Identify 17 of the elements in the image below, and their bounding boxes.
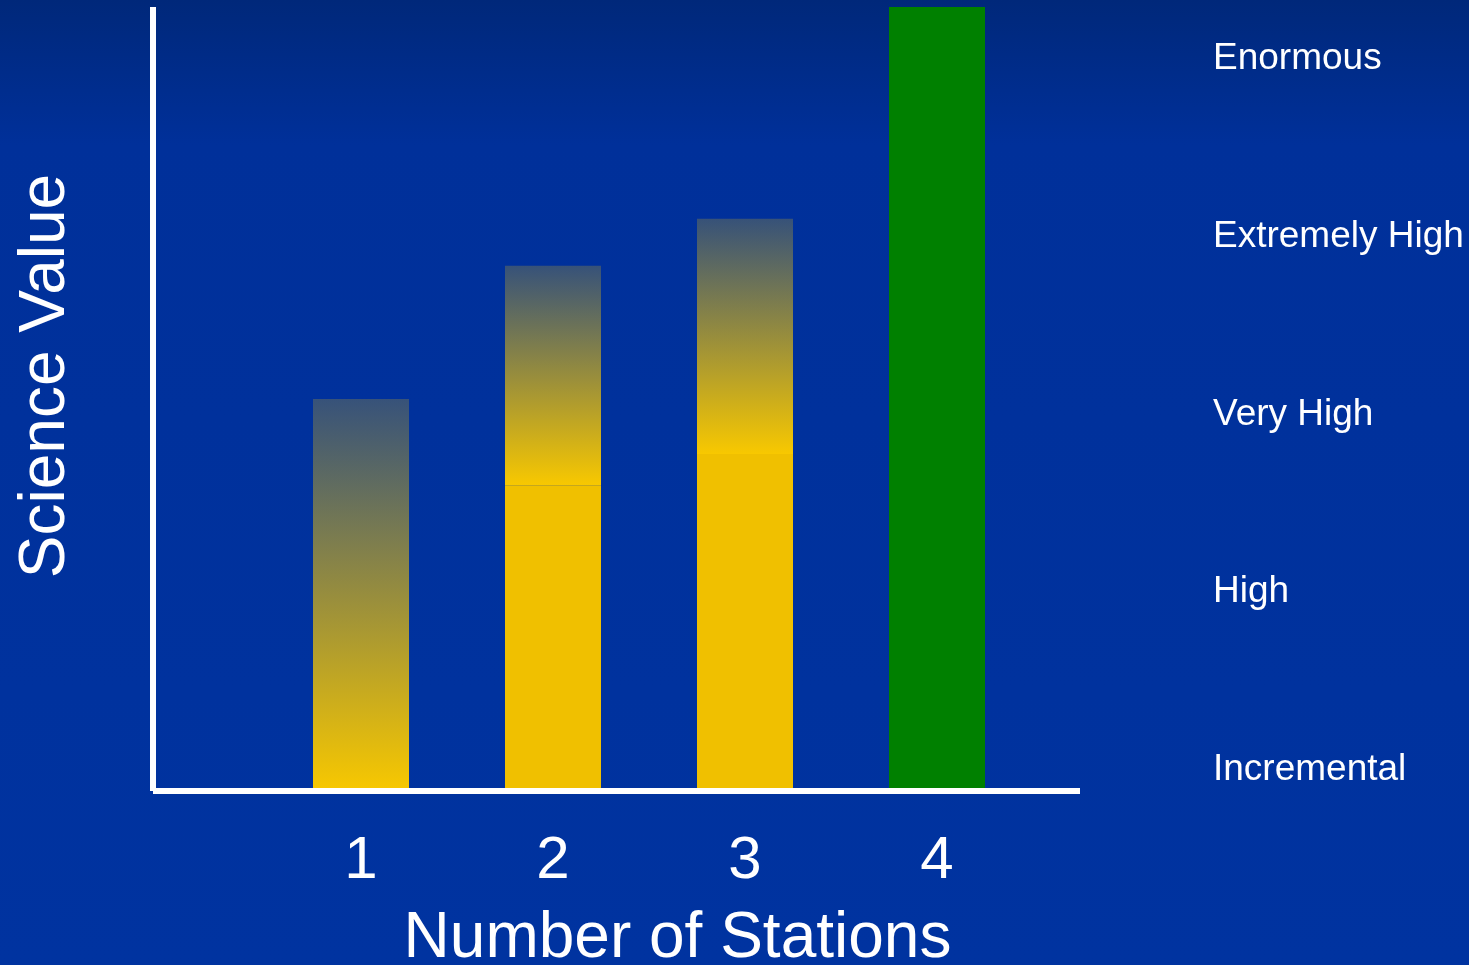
bar — [313, 399, 409, 791]
text: High — [1213, 568, 1290, 613]
x-tick-label: 3 — [728, 823, 762, 891]
x-axis-title: Number of Stations — [403, 899, 952, 965]
text: Extremely High — [1213, 212, 1464, 257]
text: Enormous — [1213, 35, 1382, 79]
y-axis-title: Science Value — [6, 173, 78, 579]
x-tick-label: 4 — [920, 823, 954, 891]
bar — [505, 485, 601, 791]
text: Very High — [1213, 390, 1374, 435]
x-tick-label: 1 — [344, 823, 378, 891]
text: Incremental — [1213, 746, 1407, 790]
bar — [697, 218, 793, 454]
bar — [505, 265, 601, 486]
x-tick-label: 2 — [536, 823, 570, 891]
bar — [889, 7, 985, 791]
bar — [697, 453, 793, 791]
